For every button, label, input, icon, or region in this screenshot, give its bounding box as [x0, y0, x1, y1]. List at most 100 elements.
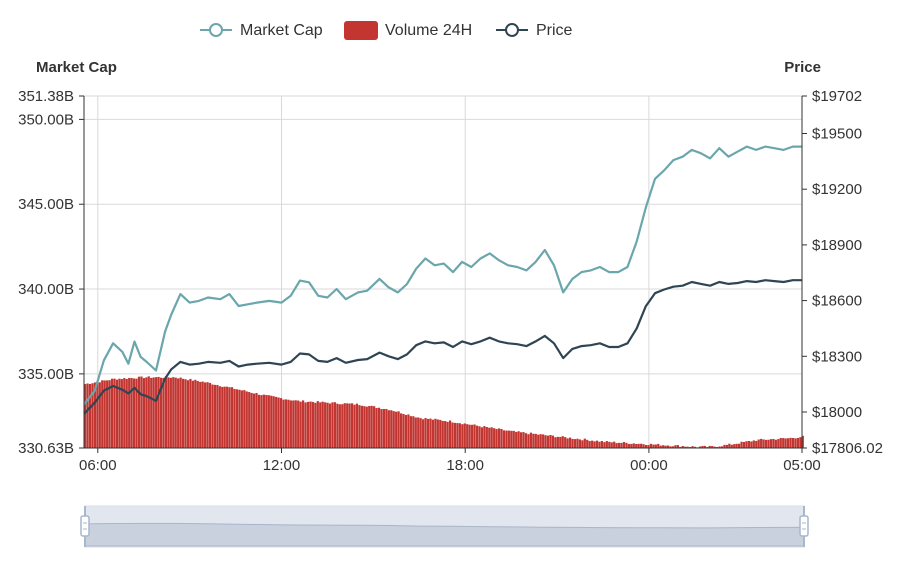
volume-bar	[238, 389, 241, 448]
legend-item-volume[interactable]: Volume 24H	[344, 21, 472, 40]
volume-bar	[654, 444, 657, 448]
volume-bar	[782, 438, 785, 448]
volume-bar	[502, 430, 506, 448]
legend-volume-label: Volume 24H	[385, 22, 472, 39]
volume-bar	[610, 442, 613, 448]
volume-bar	[444, 421, 447, 448]
right-tick-label: $18900	[812, 237, 862, 254]
volume-bar	[248, 392, 251, 448]
volume-bar	[505, 430, 508, 448]
data-zoom-slider[interactable]	[80, 505, 809, 548]
volume-bar	[282, 399, 285, 448]
volume-bar	[598, 441, 601, 448]
volume-bar	[701, 446, 704, 448]
volume-bar	[475, 425, 479, 448]
volume-bar	[605, 441, 608, 448]
legend-item-market-cap[interactable]: Market Cap	[200, 22, 323, 39]
volume-bar	[546, 435, 550, 448]
right-tick-label: $19702	[812, 88, 862, 105]
left-tick-label: 330.63B	[18, 440, 74, 457]
volume-bar	[177, 378, 180, 448]
volume-bar	[243, 390, 246, 448]
volume-bar	[96, 381, 99, 448]
volume-bar	[517, 431, 520, 448]
volume-bar	[566, 438, 569, 448]
volume-bar	[287, 399, 290, 448]
volume-bar	[392, 411, 395, 448]
volume-bar	[88, 383, 92, 448]
volume-bar	[794, 438, 797, 448]
volume-bar	[110, 378, 114, 448]
volume-bar	[593, 441, 596, 448]
volume-bar	[568, 437, 572, 448]
volume-bar	[485, 426, 488, 448]
volume-bar	[328, 403, 332, 448]
volume-bar	[468, 424, 471, 448]
volume-bar	[657, 443, 660, 448]
volume-bar	[522, 432, 525, 448]
volume-bar	[167, 377, 170, 448]
volume-bar	[309, 401, 312, 448]
volume-bar	[228, 387, 231, 448]
volume-bar	[539, 434, 542, 448]
volume-bar	[387, 410, 390, 448]
volume-bar	[728, 443, 731, 448]
volume-bar	[368, 406, 371, 448]
volume-bar	[573, 439, 577, 448]
volume-bar	[586, 439, 589, 448]
volume-bar	[466, 424, 469, 448]
volume-bar	[796, 437, 799, 448]
volume-bar	[647, 445, 650, 448]
legend-price-marker	[505, 23, 519, 37]
volume-bar	[350, 403, 354, 448]
volume-bar	[333, 402, 337, 448]
volume-bar	[184, 379, 187, 448]
volume-bar	[103, 380, 106, 448]
volume-bar	[711, 446, 714, 448]
volume-bar	[414, 417, 417, 448]
volume-bar	[686, 446, 689, 448]
volume-bar	[194, 379, 197, 448]
volume-bar	[576, 438, 579, 448]
volume-bar	[745, 441, 748, 448]
volume-bar	[284, 399, 288, 448]
volume-bar	[786, 438, 790, 448]
volume-bar	[326, 402, 329, 448]
volume-bar	[213, 384, 217, 448]
volume-bar	[179, 377, 182, 448]
volume-bar	[537, 434, 540, 448]
slider-handle-right-grip[interactable]	[799, 515, 809, 537]
volume-bar	[289, 400, 292, 448]
volume-bar	[424, 418, 427, 448]
volume-bar	[304, 402, 307, 448]
slider-handle-right[interactable]	[799, 506, 809, 547]
volume-bar	[652, 444, 655, 448]
left-tick-label: 350.00B	[18, 111, 74, 128]
volume-bar	[91, 383, 94, 448]
volume-bar	[211, 384, 214, 448]
slider-handle-left-grip[interactable]	[80, 515, 90, 537]
volume-bar	[500, 428, 503, 448]
volume-bar	[448, 420, 452, 448]
volume-bar	[341, 404, 344, 448]
volume-bar	[302, 400, 305, 448]
volume-bar	[698, 446, 702, 448]
volume-bar	[390, 410, 393, 448]
slider-handle-left[interactable]	[80, 506, 90, 547]
volume-bar	[98, 382, 101, 448]
legend-item-price[interactable]: Price	[496, 22, 573, 39]
volume-bar	[799, 437, 802, 448]
slider-preview-area	[84, 522, 805, 547]
volume-bar	[422, 419, 425, 448]
volume-bar	[380, 409, 383, 448]
volume-bar	[353, 404, 356, 448]
volume-bar	[762, 439, 765, 448]
volume-bar	[130, 378, 133, 448]
volume-bar	[755, 440, 758, 448]
volume-bar	[791, 437, 795, 448]
volume-bar	[397, 411, 400, 448]
volume-bar	[456, 423, 459, 448]
volume-bar	[740, 441, 743, 448]
volume-bar	[181, 378, 185, 448]
legend-price-label: Price	[536, 22, 573, 39]
